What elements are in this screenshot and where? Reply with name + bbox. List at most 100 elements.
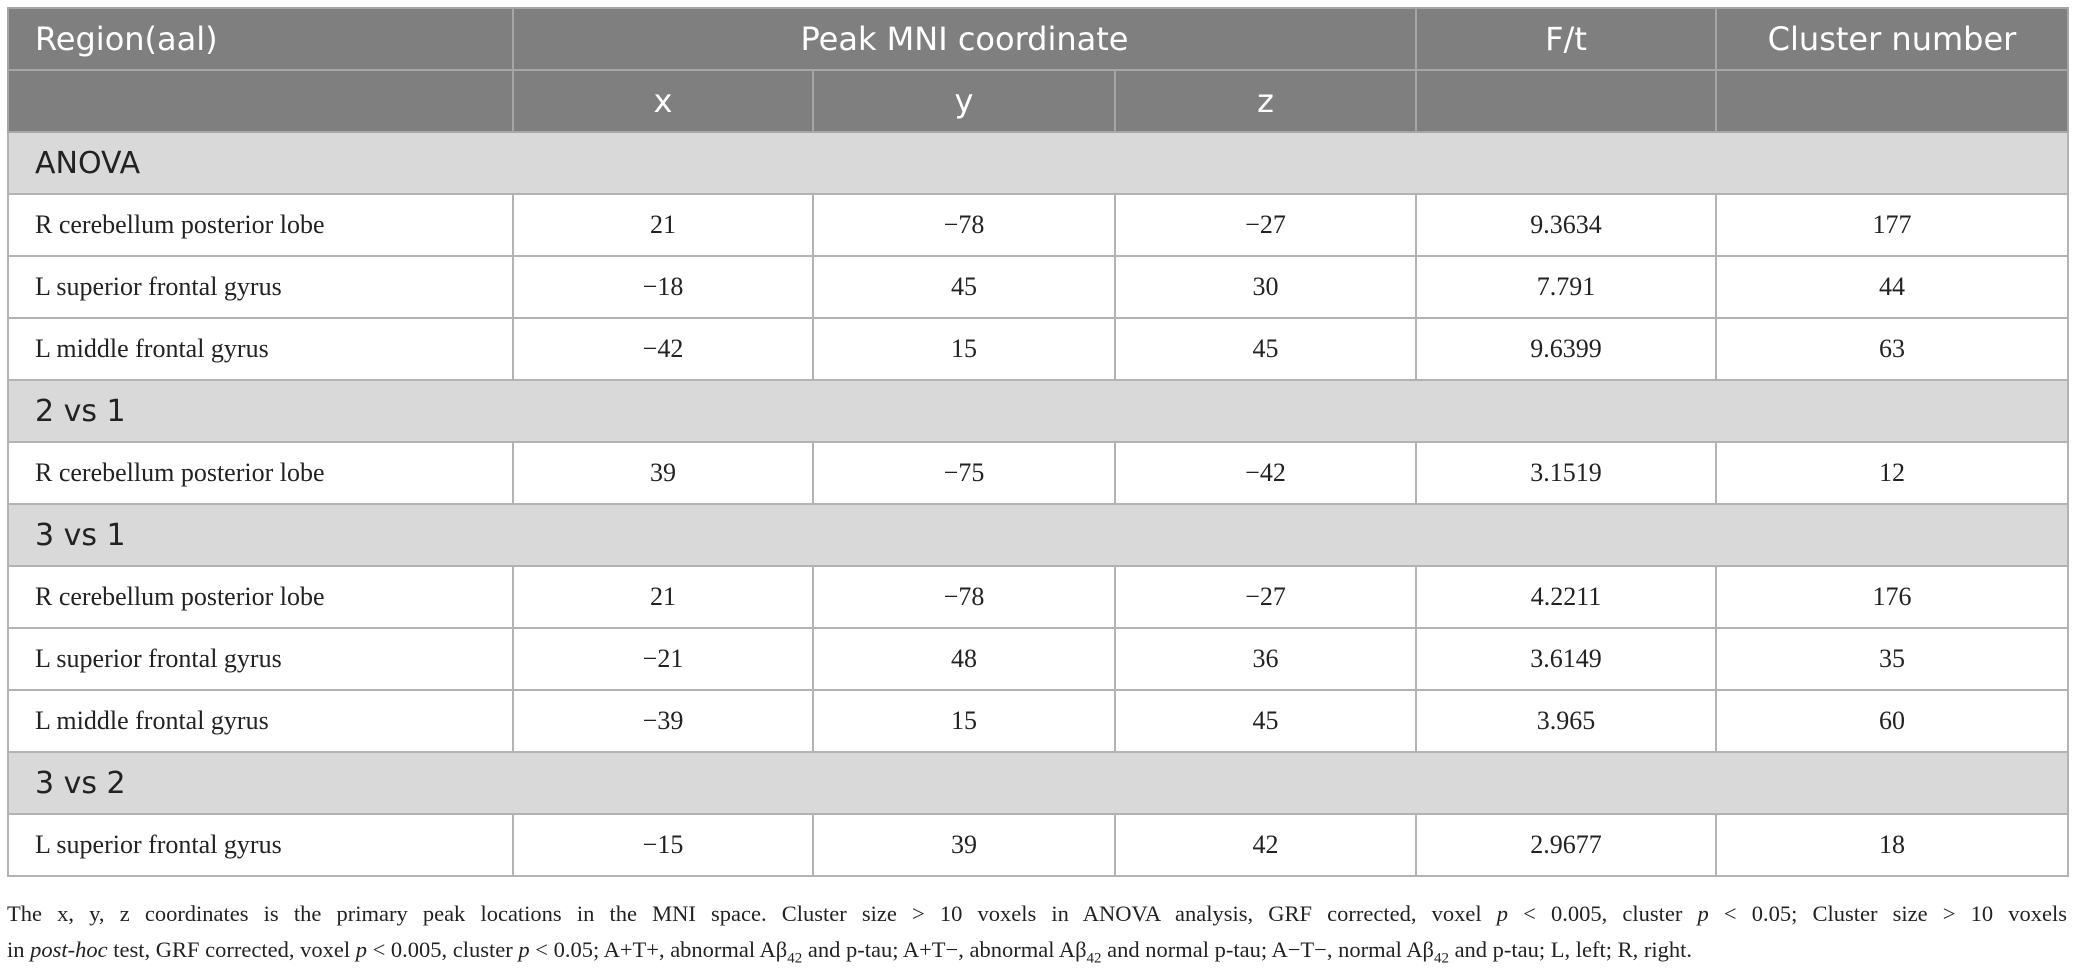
value-cell: 21 <box>512 565 814 629</box>
section-row: 2 vs 1 <box>7 379 2069 443</box>
section-row: 3 vs 1 <box>7 503 2069 567</box>
value-cell: 42 <box>1114 813 1417 877</box>
footnote-text: < 0.05; A+T+, abnormal Aβ <box>529 937 788 962</box>
section-label: 3 vs 2 <box>7 751 2069 815</box>
value-cell: 21 <box>512 193 814 257</box>
data-row: L superior frontal gyrus −18 45 30 7.791 44 <box>7 255 2069 319</box>
data-row: L middle frontal gyrus −39 15 45 3.965 60 <box>7 689 2069 753</box>
value-cell: 4.2211 <box>1415 565 1717 629</box>
value-cell: 39 <box>512 441 814 505</box>
value-cell: −21 <box>512 627 814 691</box>
section-label: 2 vs 1 <box>7 379 2069 443</box>
value-cell: 18 <box>1715 813 2069 877</box>
data-row: R cerebellum posterior lobe 21 −78 −27 9.363… <box>7 193 2069 257</box>
value-cell: 48 <box>812 627 1116 691</box>
header-cell <box>7 69 514 133</box>
table-body: Region(aal) Peak MNI coordinate F/t Clus… <box>7 7 2069 877</box>
value-cell: 7.791 <box>1415 255 1717 319</box>
header-row: Region(aal) Peak MNI coordinate F/t Clus… <box>7 7 2069 71</box>
section-label: ANOVA <box>7 131 2069 195</box>
results-table: Region(aal) Peak MNI coordinate F/t Clus… <box>7 7 2069 877</box>
header-cell: x <box>512 69 814 133</box>
value-cell: 63 <box>1715 317 2069 381</box>
value-cell: 60 <box>1715 689 2069 753</box>
value-cell: 36 <box>1114 627 1417 691</box>
value-cell: 45 <box>812 255 1116 319</box>
footnote-text: 42 <box>1086 950 1102 967</box>
value-cell: 3.6149 <box>1415 627 1717 691</box>
region-cell: L superior frontal gyrus <box>7 255 514 319</box>
value-cell: 2.9677 <box>1415 813 1717 877</box>
value-cell: 15 <box>812 317 1116 381</box>
section-label: 3 vs 1 <box>7 503 2069 567</box>
header-row: x y z <box>7 69 2069 133</box>
data-row: L middle frontal gyrus −42 15 45 9.6399 63 <box>7 317 2069 381</box>
region-cell: L superior frontal gyrus <box>7 627 514 691</box>
data-row: R cerebellum posterior lobe 21 −78 −27 4.221… <box>7 565 2069 629</box>
value-cell: −39 <box>512 689 814 753</box>
region-cell: L superior frontal gyrus <box>7 813 514 877</box>
footnote-text: The x, y, z coordinates is the primary p… <box>7 901 1497 926</box>
footnote-text: p <box>355 937 367 962</box>
value-cell: −27 <box>1114 193 1417 257</box>
value-cell: 35 <box>1715 627 2069 691</box>
value-cell: 3.1519 <box>1415 441 1717 505</box>
footnote-text: 42 <box>787 950 803 967</box>
footnote-text: and normal p-tau; A−T−, normal Aβ <box>1101 937 1434 962</box>
region-cell: R cerebellum posterior lobe <box>7 565 514 629</box>
footnote-text: in <box>7 937 31 962</box>
value-cell: −15 <box>512 813 814 877</box>
region-cell: L middle frontal gyrus <box>7 317 514 381</box>
footnote-text: < 0.005, cluster <box>1508 901 1698 926</box>
value-cell: 44 <box>1715 255 2069 319</box>
value-cell: 3.965 <box>1415 689 1717 753</box>
value-cell: 9.6399 <box>1415 317 1717 381</box>
data-row: R cerebellum posterior lobe 39 −75 −42 3.151… <box>7 441 2069 505</box>
section-row: ANOVA <box>7 131 2069 195</box>
header-cell: z <box>1114 69 1417 133</box>
footnote-text: 42 <box>1433 950 1449 967</box>
region-cell: R cerebellum posterior lobe <box>7 193 514 257</box>
value-cell: 39 <box>812 813 1116 877</box>
footnote-text: and p-tau; A+T−, abnormal Aβ <box>802 937 1087 962</box>
region-cell: L middle frontal gyrus <box>7 689 514 753</box>
footnote-text: test, GRF corrected, voxel <box>107 937 356 962</box>
header-cell <box>1415 69 1717 133</box>
value-cell: −75 <box>812 441 1116 505</box>
value-cell: −78 <box>812 193 1116 257</box>
header-cell: y <box>812 69 1116 133</box>
footnote-line: The x, y, z coordinates is the primary p… <box>7 896 2067 932</box>
data-row: L superior frontal gyrus −15 39 42 2.9677 18 <box>7 813 2069 877</box>
value-cell: 9.3634 <box>1415 193 1717 257</box>
value-cell: 30 <box>1114 255 1417 319</box>
region-cell: R cerebellum posterior lobe <box>7 441 514 505</box>
header-cell: Cluster number <box>1715 7 2069 71</box>
data-row: L superior frontal gyrus −21 48 36 3.6149 35 <box>7 627 2069 691</box>
section-row: 3 vs 2 <box>7 751 2069 815</box>
value-cell: −18 <box>512 255 814 319</box>
header-cell: F/t <box>1415 7 1717 71</box>
footnote-text: p <box>1697 901 1709 926</box>
value-cell: 45 <box>1114 317 1417 381</box>
value-cell: 15 <box>812 689 1116 753</box>
header-cell: Region(aal) <box>7 7 514 71</box>
value-cell: 176 <box>1715 565 2069 629</box>
footnote-text: < 0.05; Cluster size > 10 voxels <box>1708 901 2067 926</box>
value-cell: 12 <box>1715 441 2069 505</box>
value-cell: 45 <box>1114 689 1417 753</box>
footnote-text: p <box>1496 901 1509 926</box>
footnote-line: in post-hoc test, GRF corrected, voxel p… <box>7 932 2067 968</box>
value-cell: −78 <box>812 565 1116 629</box>
value-cell: −27 <box>1114 565 1417 629</box>
footnote-text: and p-tau; L, left; R, right. <box>1448 937 1693 962</box>
footnote-text: p <box>518 937 530 962</box>
value-cell: −42 <box>512 317 814 381</box>
footnote-text: < 0.005, cluster <box>366 937 519 962</box>
header-cell: Peak MNI coordinate <box>512 7 1417 71</box>
value-cell: 177 <box>1715 193 2069 257</box>
header-cell <box>1715 69 2069 133</box>
footnote-text: post-hoc <box>30 937 108 962</box>
value-cell: −42 <box>1114 441 1417 505</box>
footnote: The x, y, z coordinates is the primary p… <box>7 896 2067 968</box>
